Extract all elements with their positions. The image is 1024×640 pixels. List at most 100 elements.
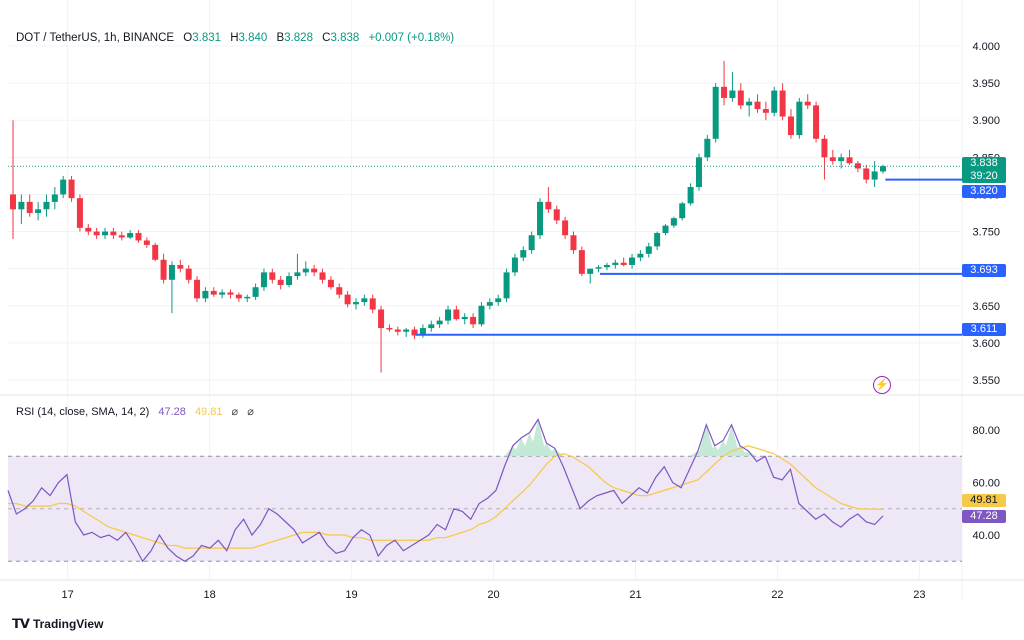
y-tick-label: 4.000 bbox=[972, 41, 1000, 53]
candle-body bbox=[93, 231, 100, 236]
symbol-title: DOT / TetherUS, 1h, BINANCE bbox=[16, 32, 175, 44]
low-value: 3.828 bbox=[284, 32, 313, 44]
y-tick-label: 3.750 bbox=[972, 227, 1000, 239]
candle-body bbox=[168, 264, 175, 280]
candle-body bbox=[260, 272, 267, 288]
candle-body bbox=[252, 287, 259, 297]
candle-body bbox=[302, 268, 309, 273]
candle-body bbox=[235, 294, 242, 299]
candle-body bbox=[336, 287, 343, 295]
candle-body bbox=[110, 231, 117, 236]
candle-body bbox=[352, 302, 359, 305]
candle-body bbox=[779, 90, 786, 117]
candle-body bbox=[746, 101, 753, 106]
candle-body bbox=[754, 101, 761, 110]
candle-body bbox=[361, 298, 368, 303]
candle-body bbox=[595, 267, 602, 269]
x-tick-label: 18 bbox=[203, 589, 215, 601]
candle-body bbox=[838, 157, 845, 162]
candle-body bbox=[68, 179, 75, 199]
candle-body bbox=[762, 109, 769, 113]
level-tag-3820: 3.820 bbox=[962, 185, 1006, 198]
rsi-y-tick-label: 60.00 bbox=[972, 478, 1000, 490]
rsi-overbought-fill bbox=[504, 419, 757, 457]
x-tick-label: 22 bbox=[771, 589, 783, 601]
y-tick-label: 3.900 bbox=[972, 115, 1000, 127]
candle-body bbox=[152, 244, 159, 260]
candle-body bbox=[645, 246, 652, 254]
lightning-icon[interactable]: ⚡ bbox=[873, 376, 891, 394]
candle-body bbox=[562, 220, 569, 236]
candle-body bbox=[470, 316, 477, 325]
change-value: +0.007 (+0.18%) bbox=[368, 32, 455, 44]
candle-body bbox=[219, 292, 226, 295]
candle-body bbox=[670, 218, 677, 226]
symbol-header: DOT / TetherUS, 1h, BINANCE O3.831 H3.84… bbox=[16, 32, 454, 44]
candle-body bbox=[369, 298, 376, 310]
candle-body bbox=[612, 262, 619, 265]
candle-body bbox=[428, 324, 435, 329]
low-label: B bbox=[276, 32, 285, 44]
candle-body bbox=[796, 101, 803, 136]
visibility-icon[interactable]: ⌀ bbox=[231, 406, 239, 418]
x-tick-label: 17 bbox=[62, 589, 74, 601]
candle-body bbox=[704, 138, 711, 158]
countdown-tag: 39:20 bbox=[962, 170, 1006, 183]
tradingview-mark-icon: 𝗧𝗩 bbox=[12, 616, 30, 631]
close-label: C bbox=[322, 32, 331, 44]
candle-body bbox=[85, 227, 92, 232]
candle-body bbox=[503, 272, 510, 299]
rsi-header: RSI (14, close, SMA, 14, 2) 47.28 49.81 … bbox=[16, 405, 254, 418]
candle-body bbox=[603, 264, 610, 268]
high-value: 3.840 bbox=[238, 32, 268, 44]
candle-body bbox=[202, 290, 209, 299]
candle-body bbox=[511, 257, 518, 273]
open-value: 3.831 bbox=[192, 32, 222, 44]
candle-body bbox=[311, 268, 318, 273]
candle-body bbox=[411, 329, 418, 336]
close-value: 3.838 bbox=[330, 32, 360, 44]
candle-body bbox=[344, 294, 351, 305]
candle-body bbox=[18, 201, 25, 210]
candle-body bbox=[729, 90, 736, 98]
candle-body bbox=[737, 90, 744, 106]
candle-body bbox=[679, 203, 686, 219]
candle-body bbox=[461, 316, 468, 320]
candle-body bbox=[537, 201, 544, 236]
candle-body bbox=[813, 105, 820, 139]
level-tag-3611: 3.611 bbox=[962, 323, 1006, 336]
candle-body bbox=[194, 279, 201, 299]
visibility-icon-2[interactable]: ⌀ bbox=[247, 406, 254, 418]
candle-body bbox=[863, 168, 870, 180]
candle-body bbox=[712, 86, 719, 139]
candle-body bbox=[436, 320, 443, 325]
candle-body bbox=[269, 272, 276, 280]
y-tick-label: 3.650 bbox=[972, 301, 1000, 313]
candle-body bbox=[453, 309, 460, 320]
candle-body bbox=[386, 328, 393, 330]
candle-body bbox=[177, 264, 184, 269]
candle-body bbox=[629, 257, 636, 265]
x-tick-label: 23 bbox=[913, 589, 925, 601]
candle-body bbox=[210, 290, 217, 295]
candle-body bbox=[118, 235, 125, 238]
candle-body bbox=[520, 250, 527, 258]
candle-body bbox=[127, 233, 134, 238]
y-tick-label: 3.600 bbox=[972, 338, 1000, 350]
rsi-tag: 47.28 bbox=[962, 510, 1006, 523]
candle-body bbox=[545, 201, 552, 210]
candle-body bbox=[286, 276, 293, 285]
candle-body bbox=[319, 272, 326, 280]
y-tick-label: 3.950 bbox=[972, 78, 1000, 90]
candle-body bbox=[43, 201, 50, 210]
candle-body bbox=[35, 209, 42, 213]
candle-body bbox=[403, 329, 410, 332]
candle-body bbox=[553, 209, 560, 221]
open-label: O bbox=[183, 32, 193, 44]
candle-body bbox=[486, 302, 493, 306]
candle-body bbox=[804, 101, 811, 106]
tradingview-logo[interactable]: 𝗧𝗩 TradingView bbox=[12, 616, 103, 632]
candle-body bbox=[419, 328, 426, 336]
x-tick-label: 21 bbox=[629, 589, 641, 601]
